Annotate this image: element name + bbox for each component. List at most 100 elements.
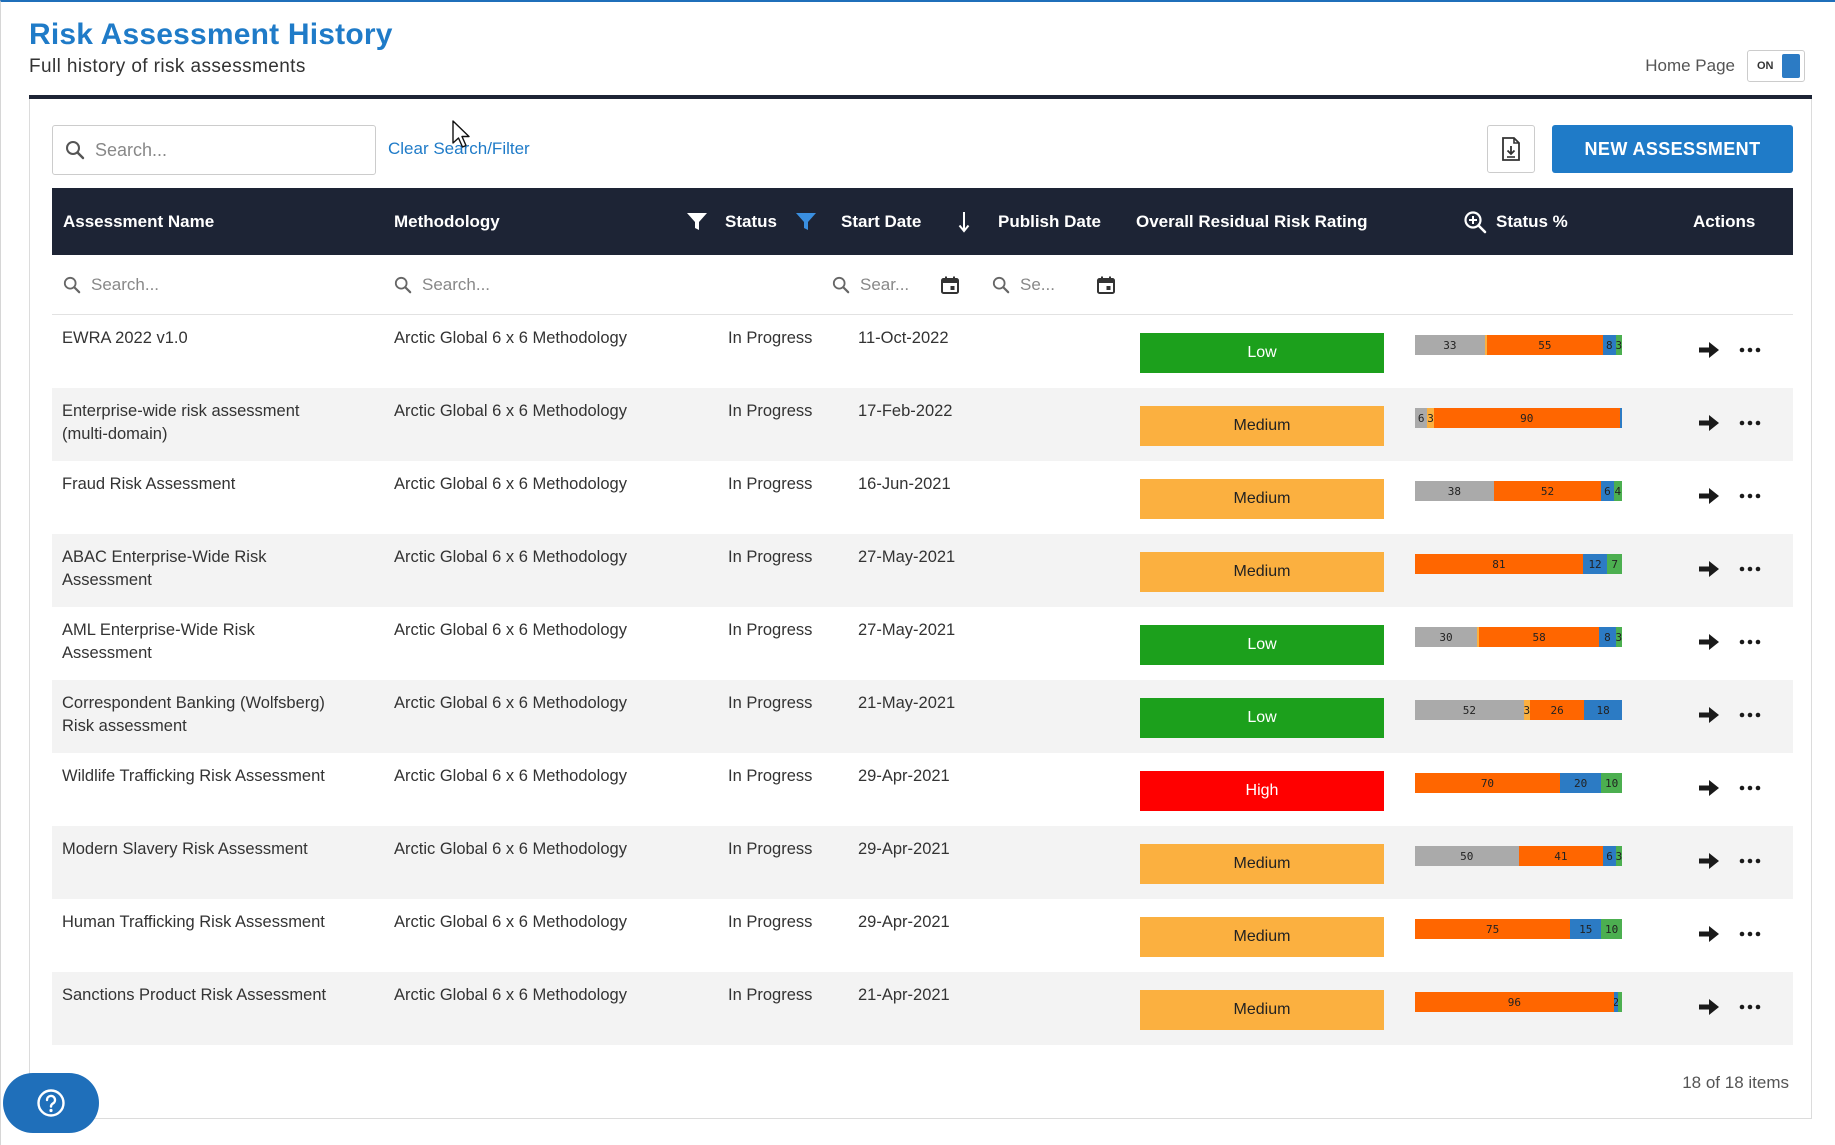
- arrow-right-icon[interactable]: [1696, 410, 1722, 436]
- table-row[interactable]: Wildlife Trafficking Risk Assessment Arct…: [52, 753, 1793, 826]
- status-percent-bar[interactable]: 38 52 6 4: [1415, 481, 1622, 501]
- publish-date-filter-input[interactable]: [1020, 275, 1080, 295]
- column-header-publish-date[interactable]: Publish Date: [998, 211, 1101, 231]
- home-page-toggle[interactable]: ON: [1747, 50, 1805, 82]
- column-header-start-date[interactable]: Start Date: [841, 211, 922, 231]
- start-date-filter: [832, 269, 972, 301]
- risk-rating-badge: Low: [1140, 333, 1384, 373]
- status-percent-bar[interactable]: 6 3 90: [1415, 408, 1622, 428]
- column-header-status-percent[interactable]: Status %: [1496, 211, 1568, 231]
- clear-search-filter-link[interactable]: Clear Search/Filter: [388, 139, 530, 158]
- methodology-cell: Arctic Global 6 x 6 Methodology: [394, 767, 627, 785]
- assessment-name-cell[interactable]: Enterprise-wide risk assessment (multi-d…: [62, 402, 300, 443]
- table-row[interactable]: Human Trafficking Risk Assessment Arctic …: [52, 899, 1793, 972]
- more-horizontal-icon[interactable]: [1736, 556, 1764, 582]
- more-horizontal-icon[interactable]: [1736, 775, 1764, 801]
- assessment-table: Assessment Name Methodology Status Start…: [52, 188, 1793, 1045]
- arrow-right-icon[interactable]: [1696, 921, 1722, 947]
- table-row[interactable]: Fraud Risk Assessment Arctic Global 6 x 6…: [52, 461, 1793, 534]
- assessment-name-cell[interactable]: Fraud Risk Assessment: [62, 475, 236, 493]
- sort-descending-icon[interactable]: [958, 188, 970, 255]
- more-horizontal-icon[interactable]: [1736, 410, 1764, 436]
- table-row[interactable]: Sanctions Product Risk Assessment Arctic …: [52, 972, 1793, 1045]
- status-segment-blue: 18: [1584, 700, 1622, 720]
- status-percent-bar[interactable]: 81 12 7: [1415, 554, 1622, 574]
- arrow-right-icon[interactable]: [1696, 629, 1722, 655]
- arrow-right-icon[interactable]: [1696, 483, 1722, 509]
- assessment-name-cell[interactable]: Human Trafficking Risk Assessment: [62, 913, 325, 931]
- column-header-overall-residual-risk-rating[interactable]: Overall Residual Risk Rating: [1136, 211, 1368, 231]
- start-date-cell: 29-Apr-2021: [858, 840, 950, 858]
- table-body: EWRA 2022 v1.0 Arctic Global 6 x 6 Method…: [52, 315, 1793, 1045]
- arrow-right-icon[interactable]: [1696, 848, 1722, 874]
- arrow-right-icon[interactable]: [1696, 702, 1722, 728]
- assessment-name-cell[interactable]: Sanctions Product Risk Assessment: [62, 986, 327, 1004]
- more-horizontal-icon[interactable]: [1736, 629, 1764, 655]
- assessment-name-cell[interactable]: Correspondent Banking (Wolfsberg) Risk a…: [62, 694, 325, 735]
- methodology-filter-icon[interactable]: [686, 188, 708, 255]
- assessment-name-cell[interactable]: EWRA 2022 v1.0: [62, 329, 188, 347]
- assessment-name-cell[interactable]: Wildlife Trafficking Risk Assessment: [62, 767, 325, 785]
- calendar-icon[interactable]: [940, 275, 960, 295]
- methodology-cell: Arctic Global 6 x 6 Methodology: [394, 329, 627, 347]
- status-segment-yellow: [1477, 627, 1480, 647]
- assessment-name-cell[interactable]: AML Enterprise-Wide Risk Assessment: [62, 621, 255, 662]
- status-percent-bar[interactable]: 50 41 6 3: [1415, 846, 1622, 866]
- arrow-right-icon[interactable]: [1696, 994, 1722, 1020]
- status-percent-bar[interactable]: 70 20 10: [1415, 773, 1622, 793]
- table-row[interactable]: EWRA 2022 v1.0 Arctic Global 6 x 6 Method…: [52, 315, 1793, 388]
- name-filter-input[interactable]: [91, 275, 321, 295]
- column-header-status[interactable]: Status: [725, 211, 777, 231]
- status-segment-orange: 90: [1433, 408, 1620, 428]
- assessment-name-cell[interactable]: Modern Slavery Risk Assessment: [62, 840, 308, 858]
- status-percent-bar[interactable]: 52 3 26 18: [1415, 700, 1622, 720]
- assessment-name-cell[interactable]: ABAC Enterprise-Wide Risk Assessment: [62, 548, 267, 589]
- page-header: Risk Assessment History Full history of …: [29, 18, 393, 78]
- status-segment-green: 10: [1601, 773, 1622, 793]
- risk-rating-badge: Medium: [1140, 917, 1384, 957]
- column-header-actions: Actions: [1693, 211, 1756, 231]
- arrow-right-icon[interactable]: [1696, 775, 1722, 801]
- status-cell: In Progress: [728, 986, 813, 1004]
- start-date-cell: 16-Jun-2021: [858, 475, 951, 493]
- methodology-filter-input[interactable]: [422, 275, 652, 295]
- more-horizontal-icon[interactable]: [1736, 921, 1764, 947]
- table-row[interactable]: ABAC Enterprise-Wide Risk Assessment Arct…: [52, 534, 1793, 607]
- more-horizontal-icon[interactable]: [1736, 337, 1764, 363]
- file-download-icon: [1502, 137, 1520, 161]
- status-percent-bar[interactable]: 75 15 10: [1415, 919, 1622, 939]
- status-segment-green: 4: [1613, 481, 1622, 501]
- table-row[interactable]: AML Enterprise-Wide Risk Assessment Arcti…: [52, 607, 1793, 680]
- table-row[interactable]: Correspondent Banking (Wolfsberg) Risk a…: [52, 680, 1793, 753]
- start-date-filter-input[interactable]: [860, 275, 930, 295]
- table-row[interactable]: Enterprise-wide risk assessment (multi-d…: [52, 388, 1793, 461]
- status-percent-bar[interactable]: 96 2: [1415, 992, 1622, 1012]
- more-horizontal-icon[interactable]: [1736, 483, 1764, 509]
- name-filter: [63, 269, 353, 301]
- zoom-in-icon[interactable]: [1463, 188, 1487, 255]
- more-horizontal-icon[interactable]: [1736, 994, 1764, 1020]
- global-search-input[interactable]: [95, 139, 345, 161]
- more-horizontal-icon[interactable]: [1736, 848, 1764, 874]
- home-page-toggle-group: Home Page ON: [1645, 50, 1805, 82]
- methodology-cell: Arctic Global 6 x 6 Methodology: [394, 475, 627, 493]
- status-cell: In Progress: [728, 475, 813, 493]
- status-filter-active-icon[interactable]: [795, 188, 817, 255]
- status-segment-blue: 12: [1582, 554, 1608, 574]
- table-row[interactable]: Modern Slavery Risk Assessment Arctic Glo…: [52, 826, 1793, 899]
- arrow-right-icon[interactable]: [1696, 556, 1722, 582]
- status-percent-bar[interactable]: 30 58 8 3: [1415, 627, 1622, 647]
- search-icon: [63, 276, 81, 294]
- column-header-methodology[interactable]: Methodology: [394, 211, 500, 231]
- help-button[interactable]: [3, 1073, 99, 1133]
- status-segment-blue: [1619, 408, 1622, 428]
- column-header-assessment-name[interactable]: Assessment Name: [63, 211, 215, 231]
- status-percent-bar[interactable]: 33 55 8 3: [1415, 335, 1622, 355]
- calendar-icon[interactable]: [1096, 275, 1116, 295]
- risk-rating-badge: Medium: [1140, 844, 1384, 884]
- more-horizontal-icon[interactable]: [1736, 702, 1764, 728]
- arrow-right-icon[interactable]: [1696, 337, 1722, 363]
- new-assessment-button[interactable]: NEW ASSESSMENT: [1552, 125, 1793, 173]
- export-button[interactable]: [1487, 125, 1535, 173]
